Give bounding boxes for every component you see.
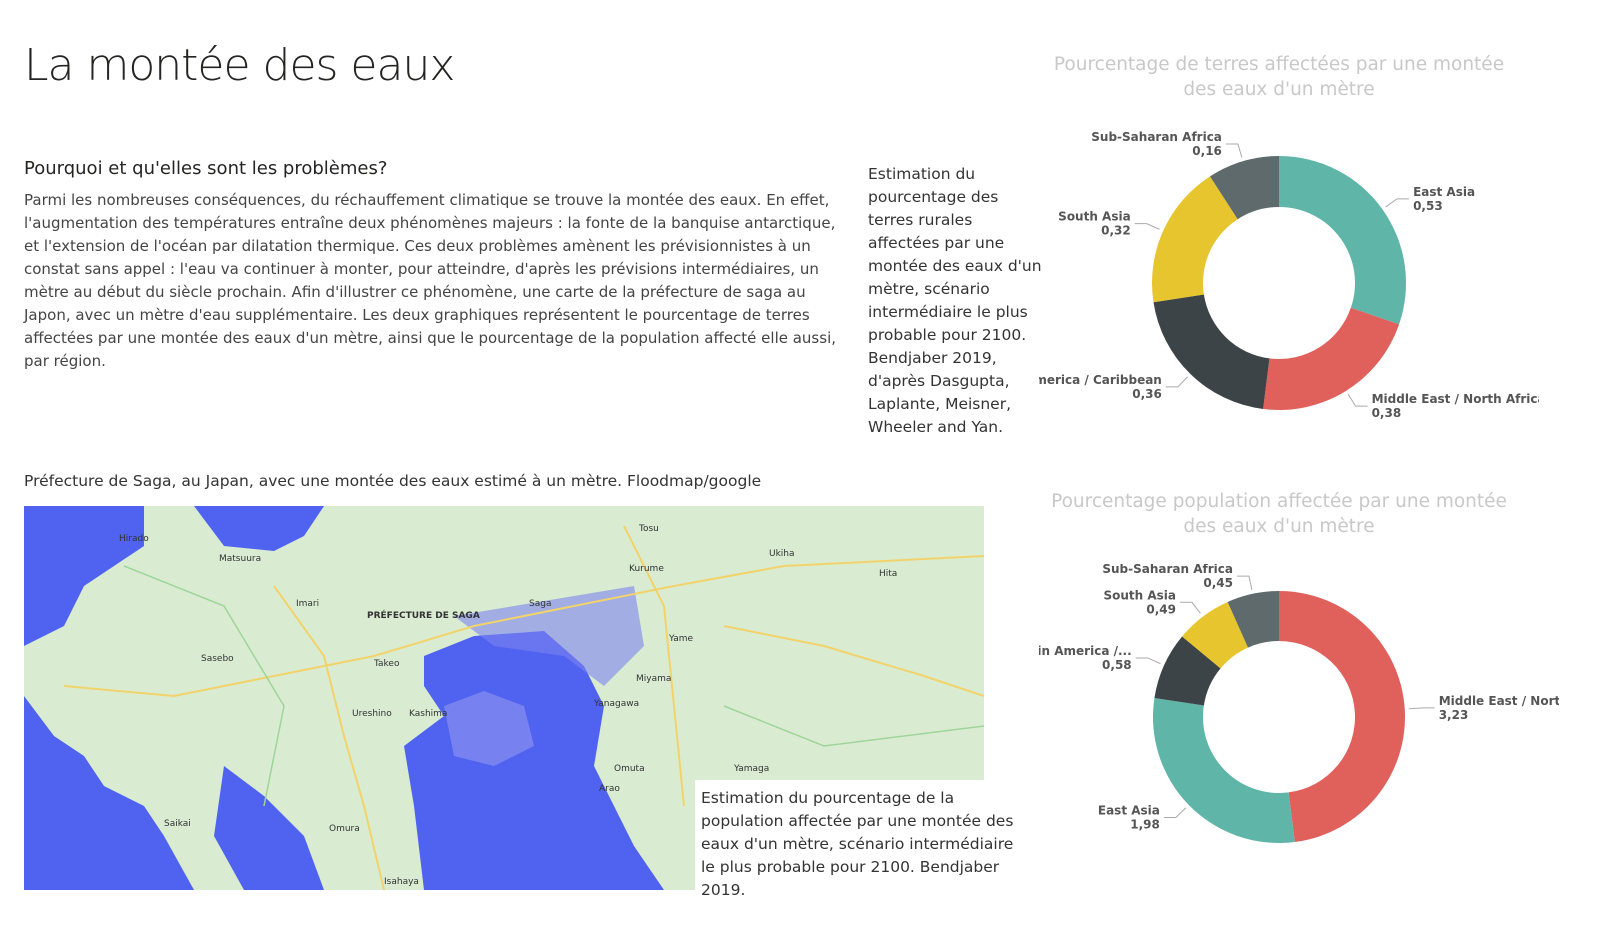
donut-slice [1153,697,1295,843]
map-label: Kurume [629,564,664,574]
donut-slice [1153,294,1270,409]
leader-line [1163,807,1187,819]
category-label: South Asia [1103,588,1176,602]
leader-line [1179,601,1201,614]
value-label: 0,16 [1192,144,1222,158]
data-label: South Asia 0,49 [1103,588,1176,616]
map-caption: Préfecture de Saga, au Japan, avec une m… [24,472,762,490]
map-label: Hirado [119,534,149,544]
leader-line [1385,198,1410,208]
map: PRÉFECTURE DE SAGA Sasebo Imari Takeo Saga Ku… [24,506,984,890]
leader-line [1236,575,1253,590]
map-label: Yamaga [733,764,769,774]
map-label: Omuta [614,764,645,774]
map-label: Saga [529,599,551,609]
data-label: Middle East / North...3,23 [1439,694,1559,722]
donut-slice [1209,156,1279,220]
map-label: Isahaya [384,877,419,887]
data-label: Middle East / North Africa 0,38 [1372,392,1539,420]
data-label: Latin America /...0,58 [1039,644,1132,672]
data-label: Sub-Saharan Africa 0,45 [1102,564,1233,590]
map-label: Omura [329,824,360,834]
donut-slice [1263,307,1400,410]
donut-slice [1182,601,1249,669]
map-label: Hita [879,569,897,579]
map-label: Kashima [409,709,447,719]
leader-line [1408,707,1435,710]
map-label: Yame [668,634,694,644]
category-label: South Asia [1058,210,1131,224]
map-label: Miyama [636,674,671,684]
donut-slice [1227,591,1279,648]
value-label: 0,38 [1372,406,1402,420]
page-title: La montée des eaux [24,40,455,91]
category-label: Middle East / North... [1439,694,1559,708]
intro-heading: Pourquoi et qu'elles sont les problèmes? [24,158,388,179]
map-label: Sasebo [201,654,234,664]
map-label: Ureshino [352,709,392,719]
donut-slice [1279,591,1406,843]
leader-line [1347,393,1368,407]
chart-note: Estimation du pourcentage des terres rur… [868,165,1042,436]
chart-title: Pourcentage population affectée par une … [1051,491,1507,537]
value-label: 0,36 [1132,387,1162,401]
donut-slice [1154,636,1221,706]
leader-line [1165,376,1188,388]
value-label: 3,23 [1439,708,1469,722]
donut-slice [1152,176,1238,303]
value-label: 0,32 [1101,224,1131,238]
leader-line [1225,143,1243,158]
data-label: Sub-Saharan Africa 0,16 [1091,130,1222,158]
data-label: South Asia 0,32 [1058,210,1131,238]
leader-line [1135,657,1161,665]
category-label: Sub-Saharan Africa [1091,130,1222,144]
map-label: Ukiha [769,549,795,559]
value-label: 1,98 [1130,818,1160,832]
donut-slice [1279,156,1406,325]
map-label: Saikai [164,819,191,829]
category-label: Middle East / North Africa [1372,392,1539,406]
category-label: East Asia [1098,804,1160,818]
intro-text: Parmi les nombreuses conséquences, du ré… [24,191,836,370]
value-label: 0,53 [1413,199,1443,213]
category-label: East Asia [1413,185,1475,199]
chart-title: Pourcentage de terres affectées par une … [1053,54,1505,100]
value-label: 0,49 [1146,602,1176,616]
map-label: Tosu [638,524,659,534]
map-label: Imari [296,599,319,609]
value-label: 0,45 [1203,576,1233,590]
value-label: 0,58 [1102,658,1132,672]
map-label: Arao [599,784,620,794]
category-label: Latin America / Caribbean [1039,373,1162,387]
map-label: PRÉFECTURE DE SAGA [367,609,480,621]
category-label: Latin America /... [1039,644,1132,658]
data-label: East Asia 0,53 [1413,185,1475,213]
map-label: Matsuura [219,554,261,564]
category-label: Sub-Saharan Africa [1102,564,1233,576]
map-label: Yanagawa [593,699,639,709]
map-label: Takeo [373,659,400,669]
chart-note: Estimation du pourcentage de la populati… [701,789,1014,899]
leader-line [1134,223,1160,230]
data-label: East Asia 1,98 [1098,804,1160,832]
